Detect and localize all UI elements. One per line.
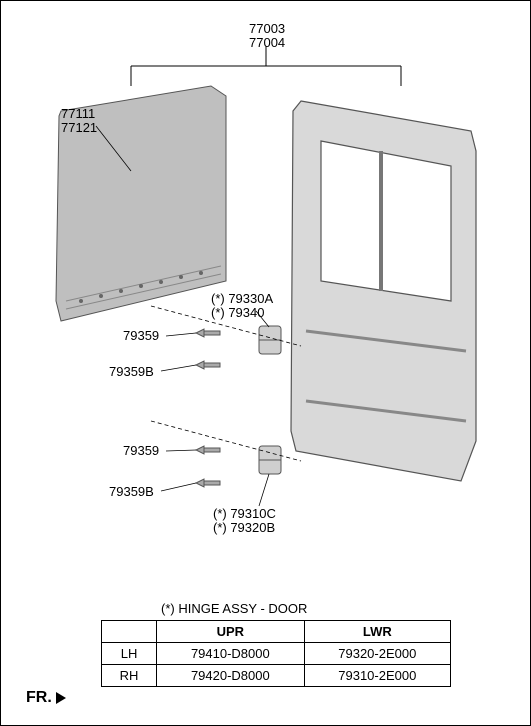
callout-79359b-lower: 79359B: [109, 484, 154, 499]
table-header-row: UPR LWR: [102, 621, 451, 643]
cell-lh-lwr: 79320-2E000: [304, 643, 450, 665]
diagram-container: 77003 77004 77111 77121 (*) 79330A (*) 7…: [0, 0, 531, 726]
row-rh-label: RH: [102, 665, 157, 687]
cell-lh-upr: 79410-D8000: [157, 643, 305, 665]
cell-rh-lwr: 79310-2E000: [304, 665, 450, 687]
callout-79320b: (*) 79320B: [213, 520, 275, 535]
col-lwr: LWR: [304, 621, 450, 643]
callout-79330a: (*) 79330A: [211, 291, 273, 306]
callout-79359-lower: 79359: [123, 443, 159, 458]
callout-77111: 77111: [61, 106, 95, 121]
callout-77121: 77121: [61, 120, 97, 135]
fr-indicator: FR.: [26, 689, 66, 707]
row-lh-label: LH: [102, 643, 157, 665]
callout-79340: (*) 79340: [211, 305, 264, 320]
callout-77003: 77003: [249, 21, 285, 36]
callout-77004: 77004: [249, 35, 285, 50]
col-upr: UPR: [157, 621, 305, 643]
hinge-table: UPR LWR LH 79410-D8000 79320-2E000 RH 79…: [101, 620, 451, 687]
table-row-lh: LH 79410-D8000 79320-2E000: [102, 643, 451, 665]
callout-79359b-upper: 79359B: [109, 364, 154, 379]
fr-text: FR.: [26, 689, 52, 707]
hinge-table-title: (*) HINGE ASSY - DOOR: [101, 601, 451, 616]
cell-rh-upr: 79420-D8000: [157, 665, 305, 687]
callout-79310c: (*) 79310C: [213, 506, 276, 521]
arrow-icon: [56, 692, 66, 704]
callout-79359-upper: 79359: [123, 328, 159, 343]
table-corner-cell: [102, 621, 157, 643]
table-row-rh: RH 79420-D8000 79310-2E000: [102, 665, 451, 687]
hinge-table-wrap: (*) HINGE ASSY - DOOR UPR LWR LH 79410-D…: [101, 601, 451, 687]
